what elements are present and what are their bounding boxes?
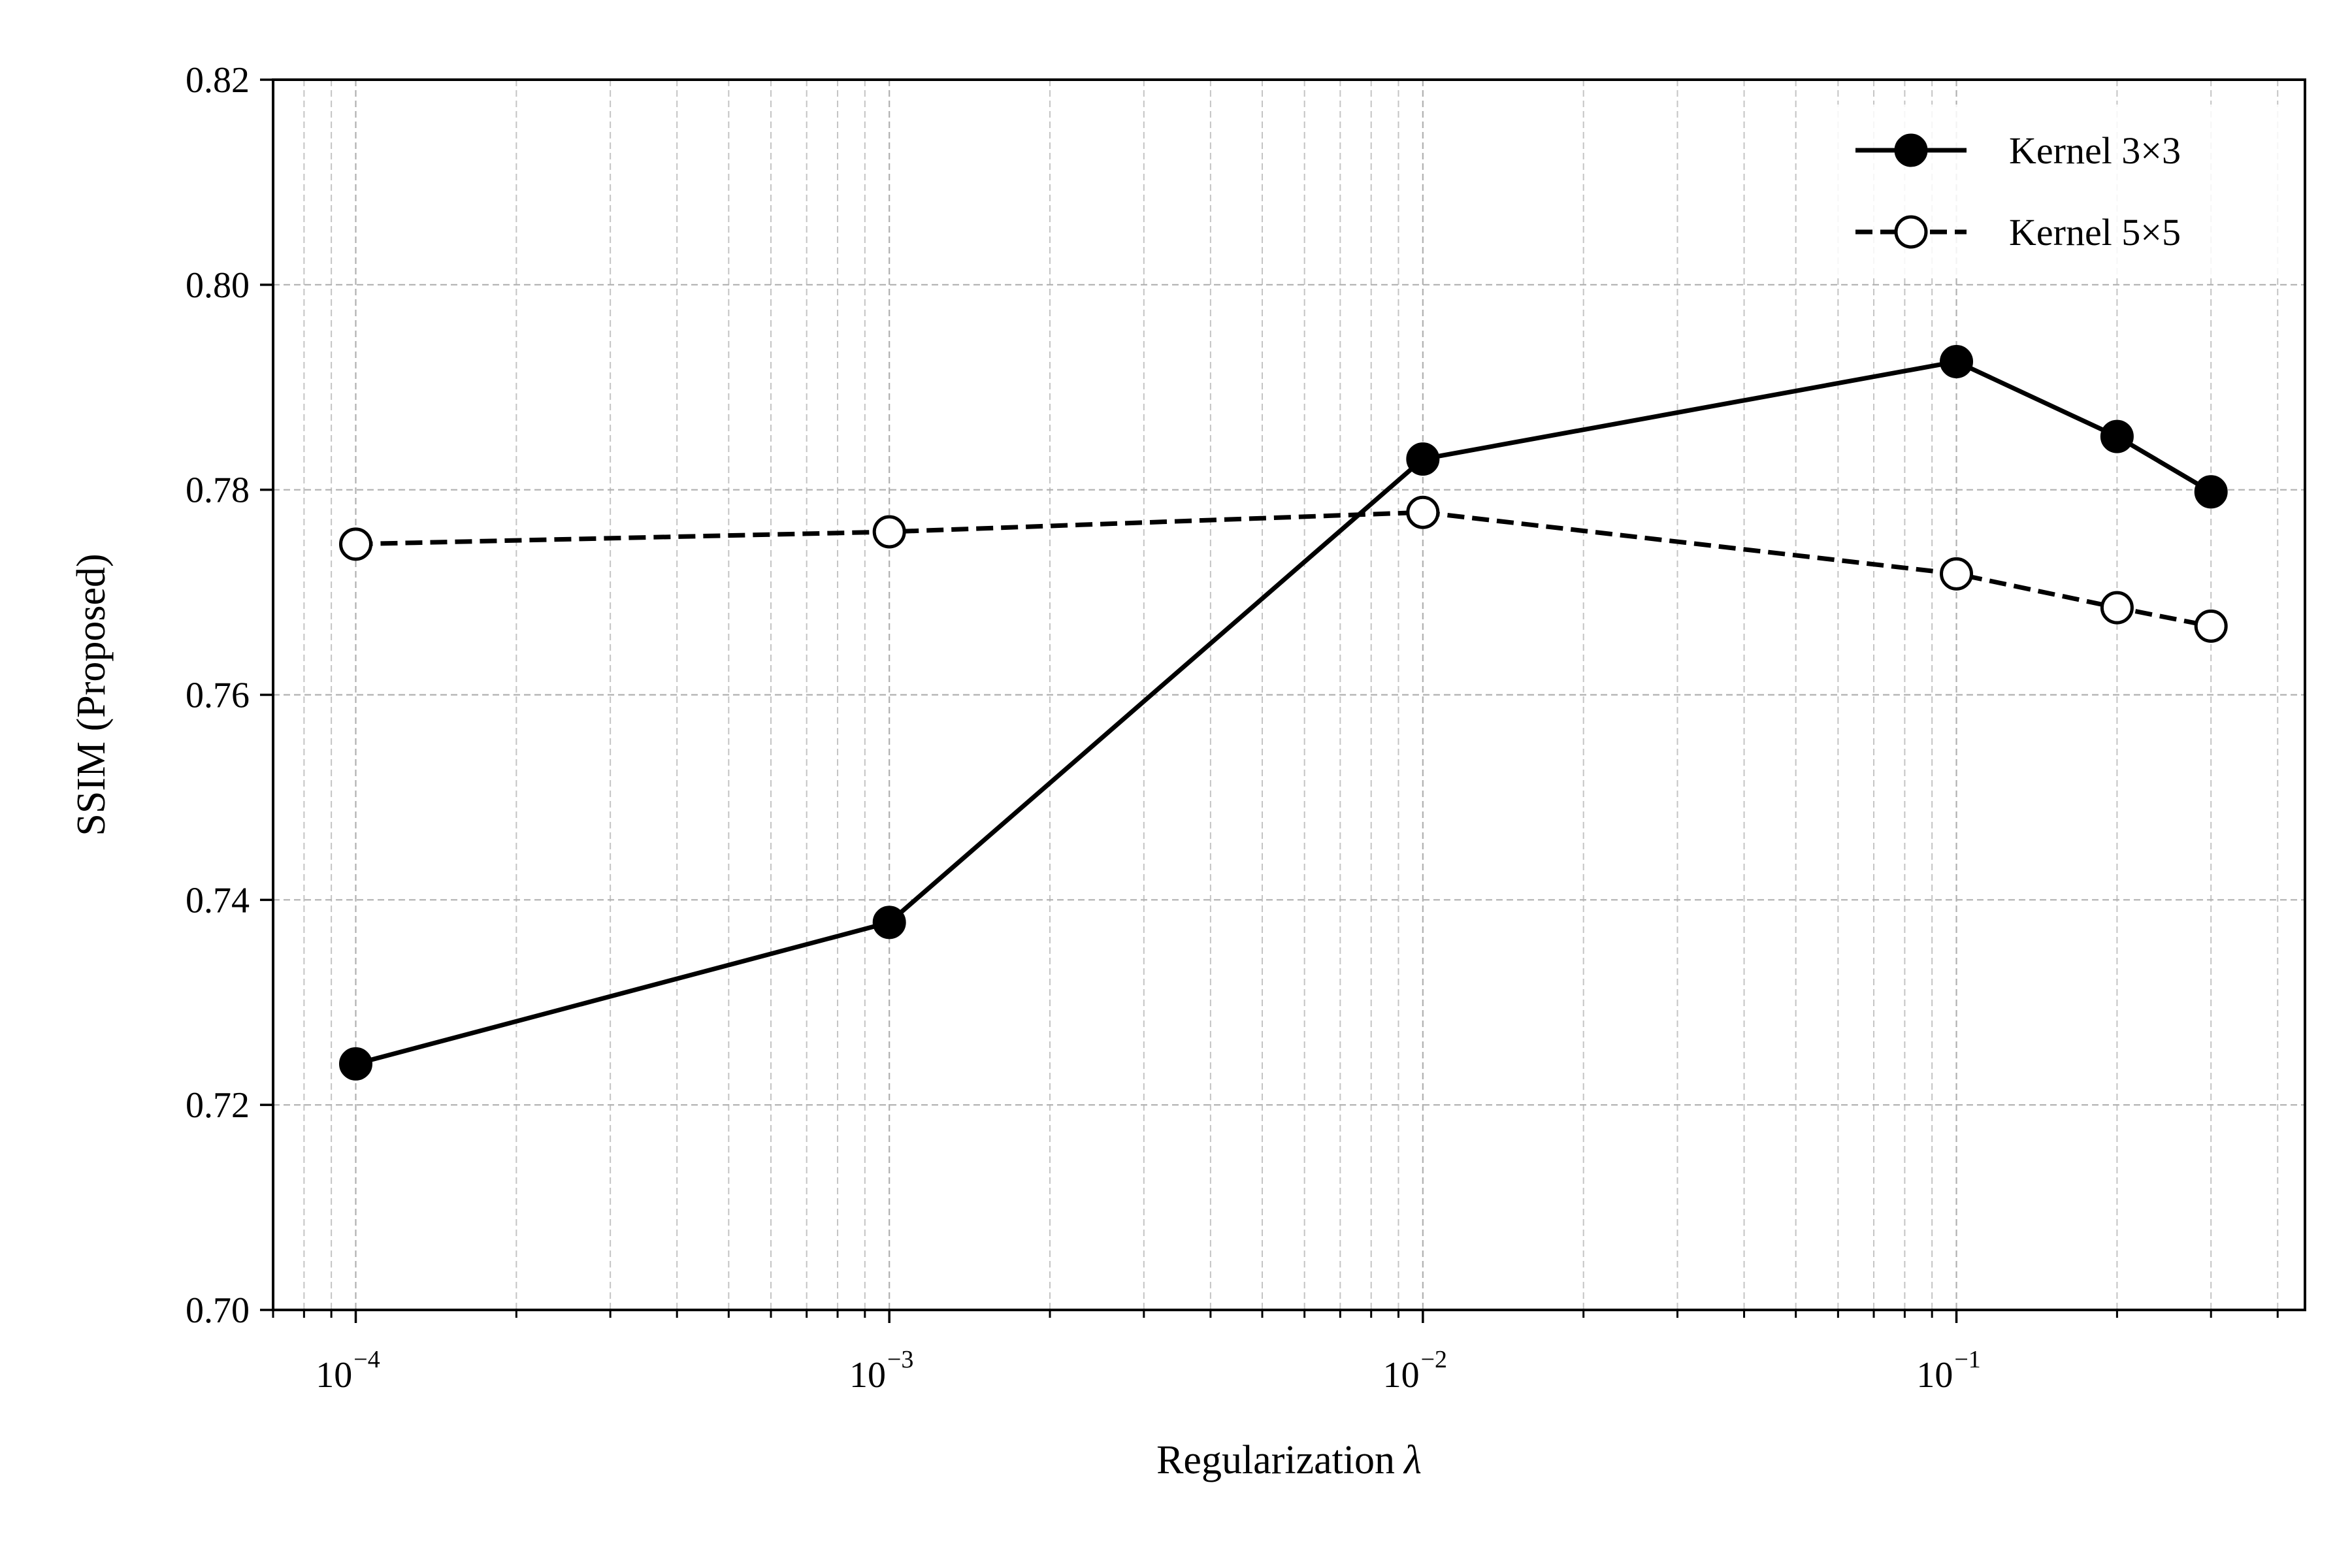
- data-point: [1940, 345, 1974, 379]
- data-point: [339, 1047, 373, 1081]
- y-tick-label: 0.80: [186, 265, 250, 306]
- data-point: [1940, 557, 1974, 591]
- data-point: [1406, 495, 1440, 529]
- legend-marker: [1894, 133, 1928, 167]
- y-tick-label: 0.70: [186, 1290, 250, 1331]
- legend-label: Kernel 5×5: [2009, 211, 2181, 253]
- x-tick-label-exponent: −2: [1421, 1346, 1447, 1373]
- legend-label: Kernel 3×3: [2009, 129, 2181, 172]
- x-tick-label-base: 10: [316, 1355, 352, 1396]
- y-tick-label: 0.72: [186, 1085, 250, 1126]
- x-tick-label-base: 10: [1383, 1355, 1420, 1396]
- series-line: [355, 510, 2212, 629]
- legend-marker: [1894, 215, 1928, 249]
- x-tick-label: 10−4: [316, 1346, 380, 1396]
- x-tick-label-base: 10: [1916, 1355, 1953, 1396]
- y-axis-title: SSIM (Proposed): [69, 553, 114, 836]
- data-point: [2194, 609, 2228, 643]
- x-tick-label: 10−1: [1916, 1346, 1980, 1396]
- y-tick-label: 0.82: [186, 60, 250, 101]
- data-point: [2100, 419, 2134, 453]
- data-point: [872, 515, 906, 549]
- x-tick-label-exponent: −1: [1954, 1346, 1980, 1373]
- x-tick-label-exponent: −3: [887, 1346, 913, 1373]
- series-2: [339, 495, 2228, 643]
- x-tick-label: 10−2: [1383, 1346, 1447, 1396]
- series-1: [339, 345, 2228, 1081]
- data-point: [1406, 442, 1440, 476]
- legend: Kernel 3×3 Kernel 5×5: [1829, 105, 2287, 274]
- series-layer: [339, 345, 2228, 1081]
- y-tick-label: 0.74: [186, 880, 250, 921]
- data-point: [2100, 591, 2134, 625]
- x-axis-title-text: Regularization: [1156, 1438, 1395, 1482]
- x-tick-label: 10−3: [849, 1346, 913, 1396]
- data-point: [339, 527, 373, 561]
- y-tick-label: 0.78: [186, 470, 250, 511]
- x-axis-title-symbol: λ: [1403, 1438, 1422, 1482]
- x-tick-label-base: 10: [849, 1355, 886, 1396]
- y-tick-label: 0.76: [186, 676, 250, 716]
- data-point: [872, 906, 906, 939]
- axis-ticks: 10−4 10−3 10−2 10−10.700.720.740.760.780.80…: [186, 60, 2279, 1396]
- x-tick-label-exponent: −4: [353, 1346, 380, 1373]
- x-axis-title: Regularization λ: [1156, 1438, 1422, 1482]
- data-point: [2194, 475, 2228, 509]
- series-line: [355, 359, 2212, 1066]
